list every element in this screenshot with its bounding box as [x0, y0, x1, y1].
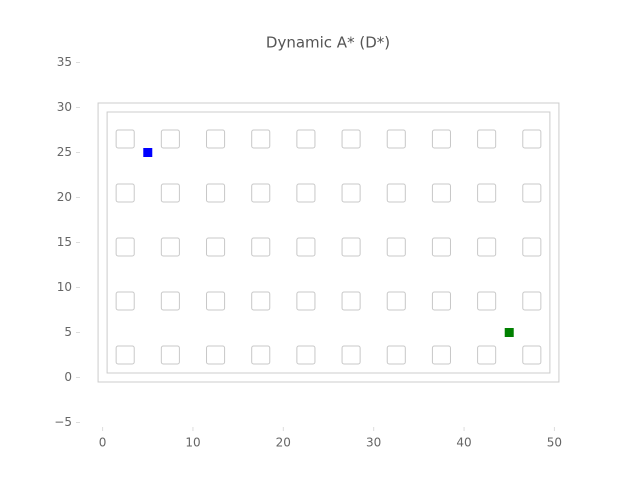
obstacle [251, 183, 271, 203]
obstacle [386, 345, 406, 365]
obstacle [206, 345, 226, 365]
obstacle [477, 345, 497, 365]
x-tick-label: 40 [456, 436, 471, 450]
obstacle [251, 291, 271, 311]
obstacle [206, 183, 226, 203]
x-tick-label: 20 [276, 436, 291, 450]
point [504, 328, 514, 337]
obstacle [115, 129, 135, 149]
obstacle [477, 237, 497, 257]
y-tick-label: −5 [54, 415, 72, 429]
y-tick-label: 0 [64, 370, 72, 384]
y-tick-label: 5 [64, 325, 72, 339]
obstacle [160, 183, 180, 203]
obstacle [296, 183, 316, 203]
obstacle [386, 237, 406, 257]
x-tick-label: 50 [547, 436, 562, 450]
obstacle [386, 291, 406, 311]
obstacle [251, 237, 271, 257]
y-tick-label: 35 [57, 55, 72, 69]
y-tick-label: 15 [57, 235, 72, 249]
obstacle [341, 291, 361, 311]
obstacle [522, 129, 542, 149]
obstacle [477, 129, 497, 149]
obstacle [160, 129, 180, 149]
obstacle [431, 183, 451, 203]
y-tick-label: 30 [57, 100, 72, 114]
point [143, 148, 153, 157]
obstacle [431, 345, 451, 365]
wall-outer [97, 102, 560, 383]
obstacle [341, 237, 361, 257]
y-tick-label: 25 [57, 145, 72, 159]
obstacle [160, 345, 180, 365]
obstacle [431, 237, 451, 257]
obstacle [386, 183, 406, 203]
obstacle [431, 129, 451, 149]
obstacle [341, 183, 361, 203]
obstacle [251, 129, 271, 149]
obstacle [386, 129, 406, 149]
obstacle [522, 237, 542, 257]
obstacle [206, 129, 226, 149]
obstacle [206, 237, 226, 257]
x-tick-label: 30 [366, 436, 381, 450]
obstacle [115, 183, 135, 203]
obstacle [477, 183, 497, 203]
x-tick-label: 10 [185, 436, 200, 450]
obstacle [341, 345, 361, 365]
obstacle [522, 291, 542, 311]
obstacle [160, 237, 180, 257]
obstacle [522, 345, 542, 365]
chart-title: Dynamic A* (D*) [266, 34, 390, 52]
obstacle [160, 291, 180, 311]
obstacle [115, 291, 135, 311]
obstacle [477, 291, 497, 311]
obstacle [296, 129, 316, 149]
y-tick-label: 20 [57, 190, 72, 204]
obstacle [341, 129, 361, 149]
obstacle [296, 237, 316, 257]
y-tick-label: 10 [57, 280, 72, 294]
obstacle [296, 291, 316, 311]
obstacle [522, 183, 542, 203]
x-tick-label: 0 [99, 436, 107, 450]
obstacle [115, 345, 135, 365]
obstacle [206, 291, 226, 311]
obstacle [431, 291, 451, 311]
obstacle [115, 237, 135, 257]
obstacle [251, 345, 271, 365]
obstacle [296, 345, 316, 365]
wall-inner [106, 111, 551, 374]
